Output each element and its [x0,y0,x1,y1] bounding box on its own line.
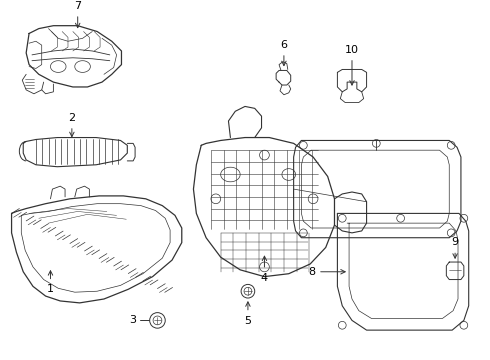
Text: 4: 4 [261,273,268,283]
Text: 5: 5 [245,315,251,325]
Text: 6: 6 [280,40,288,50]
Text: 8: 8 [308,267,315,277]
Text: 3: 3 [129,315,136,325]
Text: 9: 9 [451,238,459,247]
Text: 2: 2 [68,113,75,123]
Text: 7: 7 [74,1,81,11]
Text: 10: 10 [345,45,359,55]
Text: 1: 1 [47,284,54,294]
